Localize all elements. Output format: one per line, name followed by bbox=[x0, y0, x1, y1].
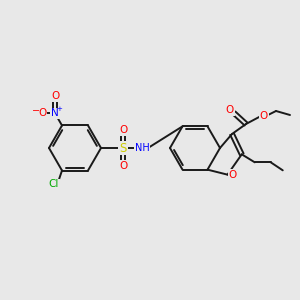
Text: O: O bbox=[260, 111, 268, 121]
Text: S: S bbox=[119, 142, 127, 154]
Text: O: O bbox=[51, 92, 59, 101]
Text: O: O bbox=[119, 125, 127, 135]
Text: O: O bbox=[119, 161, 127, 171]
Text: O: O bbox=[228, 170, 237, 180]
Text: N: N bbox=[51, 108, 59, 118]
Text: −: − bbox=[32, 106, 40, 116]
Text: NH: NH bbox=[135, 143, 149, 153]
Text: O: O bbox=[226, 105, 234, 115]
Text: +: + bbox=[56, 106, 62, 112]
Text: O: O bbox=[38, 108, 46, 118]
Text: Cl: Cl bbox=[49, 179, 59, 189]
